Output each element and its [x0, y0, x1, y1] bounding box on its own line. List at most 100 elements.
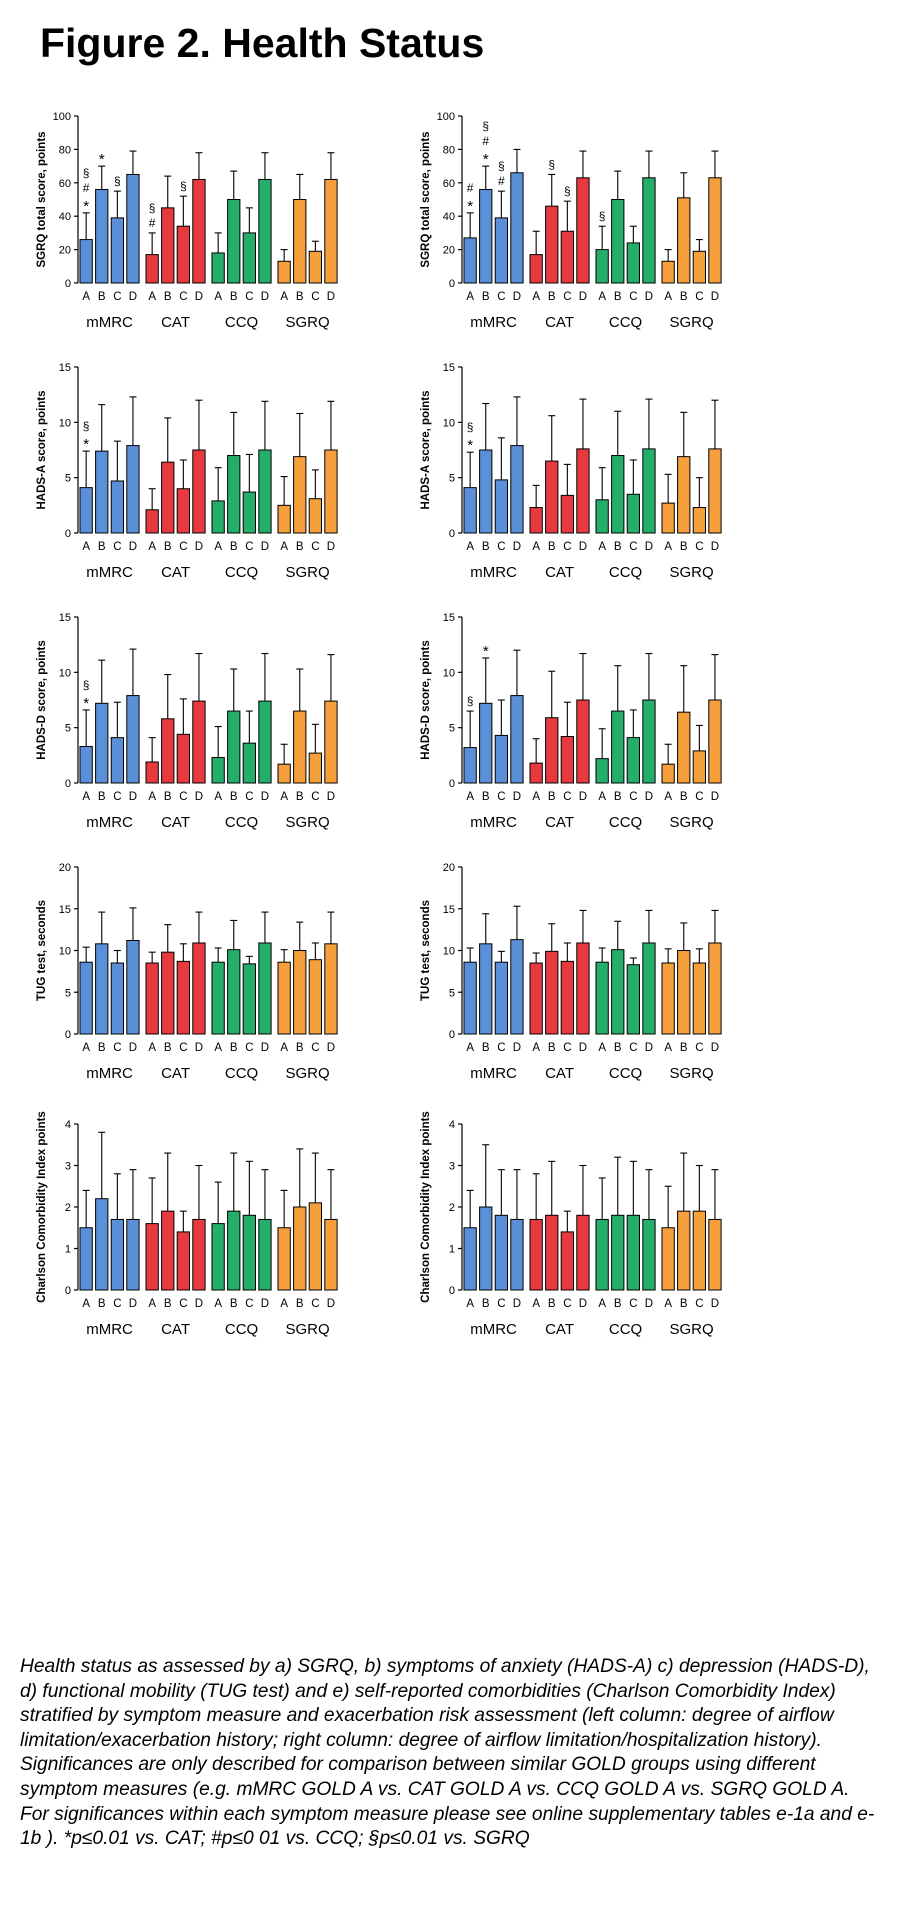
bar-mmrc-a	[463, 747, 477, 784]
x-group-label: SGRQ	[285, 314, 329, 331]
x-category-label: D	[261, 791, 269, 803]
x-category-label: B	[230, 291, 238, 303]
x-category-label: A	[82, 1298, 90, 1310]
y-tick-label: 0	[65, 1029, 71, 1041]
bar-ccq-c	[242, 232, 256, 284]
x-category-label: A	[664, 1042, 672, 1054]
bar-ccq-a	[595, 961, 609, 1035]
y-tick-label: 2	[449, 1202, 455, 1214]
x-category-label: C	[629, 1298, 637, 1310]
bar-ccq-d	[258, 178, 272, 284]
x-category-label: A	[598, 791, 606, 803]
bar-sgrq-b	[293, 950, 307, 1035]
x-group-label: CCQ	[225, 814, 258, 831]
bar-cat-c	[560, 230, 575, 284]
x-category-label: B	[98, 1042, 106, 1054]
y-tick-label: 4	[449, 1119, 455, 1131]
x-category-label: B	[680, 541, 688, 553]
bar-cat-a	[145, 509, 159, 534]
bar-cat-c	[560, 960, 575, 1035]
x-category-label: B	[482, 791, 490, 803]
x-category-label: B	[548, 1042, 556, 1054]
bar-sgrq-b	[293, 456, 307, 534]
bar-cat-a	[529, 762, 543, 784]
y-axis-title: HADS-A score, points	[420, 390, 432, 509]
bar-mmrc-a	[463, 961, 477, 1035]
x-category-label: C	[629, 791, 637, 803]
y-tick-label: 5	[65, 987, 71, 999]
y-tick-label: 100	[437, 111, 455, 123]
bar-ccq-d	[258, 1218, 272, 1291]
x-category-label: A	[664, 1298, 672, 1310]
bar-sgrq-b	[293, 199, 307, 284]
x-group-label: CAT	[545, 1065, 574, 1082]
x-group-label: CCQ	[225, 564, 258, 581]
x-category-label: D	[513, 791, 521, 803]
significance-marker: §	[83, 678, 90, 692]
y-tick-label: 10	[59, 417, 71, 429]
y-tick-label: 15	[59, 362, 71, 374]
bar-cat-b	[161, 1210, 175, 1291]
bar-cat-c	[176, 488, 190, 534]
bar-mmrc-c	[494, 734, 509, 784]
bar-sgrq-b	[677, 197, 691, 284]
x-category-label: C	[497, 291, 505, 303]
significance-marker: #	[149, 216, 156, 230]
x-category-label: D	[261, 291, 269, 303]
x-category-label: B	[482, 1042, 490, 1054]
y-tick-label: 2	[65, 1202, 71, 1214]
x-group-label: CCQ	[225, 314, 258, 331]
bar-mmrc-a	[79, 487, 93, 534]
bar-mmrc-a	[463, 237, 477, 284]
x-category-label: C	[113, 1298, 121, 1310]
x-category-label: C	[563, 291, 571, 303]
x-category-label: B	[98, 291, 106, 303]
chart-panel-2: 0 20 40 60 80 100 SGRQ total score, points A # * B…	[420, 111, 722, 331]
y-axis-title: SGRQ total score, points	[36, 131, 48, 267]
x-category-label: C	[179, 291, 187, 303]
bar-sgrq-a	[277, 1227, 291, 1291]
x-category-label: B	[614, 1042, 622, 1054]
bar-cat-a	[529, 507, 543, 534]
y-tick-label: 5	[449, 473, 455, 485]
y-tick-label: 60	[443, 178, 455, 190]
bar-sgrq-b	[677, 456, 691, 534]
x-category-label: D	[645, 541, 653, 553]
y-tick-label: 0	[65, 778, 71, 790]
x-category-label: A	[148, 291, 156, 303]
x-group-label: SGRQ	[285, 1321, 329, 1338]
x-category-label: C	[497, 1298, 505, 1310]
bar-mmrc-c	[494, 961, 509, 1035]
x-category-label: A	[664, 541, 672, 553]
bar-cat-a	[145, 761, 159, 784]
x-category-label: B	[164, 791, 172, 803]
y-tick-label: 5	[449, 723, 455, 735]
x-category-label: C	[497, 1042, 505, 1054]
x-group-label: CAT	[161, 314, 190, 331]
y-tick-label: 4	[65, 1119, 71, 1131]
bar-mmrc-d	[126, 695, 140, 784]
bar-mmrc-d	[510, 939, 524, 1035]
x-category-label: D	[261, 1042, 269, 1054]
significance-marker: §	[83, 166, 90, 180]
significance-marker: *	[467, 198, 473, 215]
y-axis-title: Charlson Comorbidity Index points	[36, 1111, 48, 1303]
y-tick-label: 10	[443, 946, 455, 958]
bar-mmrc-b	[95, 943, 109, 1035]
x-group-label: mMRC	[470, 1065, 517, 1082]
bar-cat-b	[161, 207, 175, 284]
bar-ccq-b	[227, 455, 241, 534]
significance-marker: *	[483, 643, 489, 660]
bar-mmrc-c	[494, 479, 509, 534]
bar-sgrq-d	[708, 177, 722, 284]
bar-ccq-c	[242, 491, 256, 534]
x-category-label: B	[548, 541, 556, 553]
x-category-label: D	[579, 1042, 587, 1054]
bar-ccq-c	[242, 1214, 256, 1291]
significance-marker: §	[83, 419, 90, 433]
x-category-label: B	[98, 1298, 106, 1310]
x-category-label: D	[129, 1042, 137, 1054]
bar-ccq-a	[211, 961, 225, 1035]
x-category-label: C	[113, 291, 121, 303]
